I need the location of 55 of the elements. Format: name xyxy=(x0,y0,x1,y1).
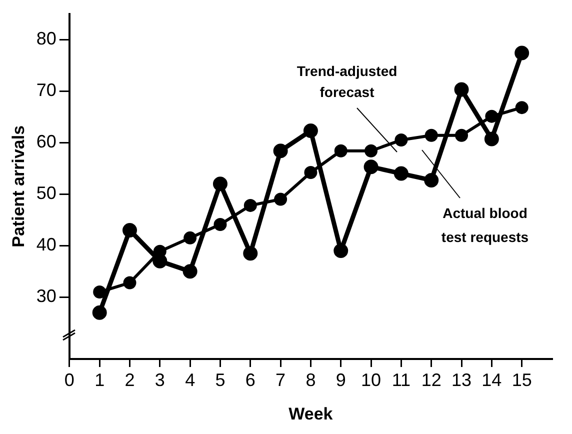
x-tick-label: 0 xyxy=(64,370,74,390)
x-tick-label: 3 xyxy=(154,370,165,390)
x-tick-label: 12 xyxy=(421,370,442,390)
point xyxy=(122,222,137,238)
x-tick-label: 1 xyxy=(94,370,105,390)
point xyxy=(274,192,288,206)
point xyxy=(273,144,288,158)
x-tick-label: 4 xyxy=(185,370,196,390)
point xyxy=(364,144,378,158)
x-tick-label: 7 xyxy=(276,370,286,390)
point xyxy=(92,305,107,320)
point xyxy=(394,166,408,181)
x-tick-label: 5 xyxy=(215,370,226,390)
point xyxy=(93,286,106,299)
y-tick-label: 50 xyxy=(36,183,56,204)
y-axis-title: Patient arrivals xyxy=(8,125,28,248)
x-tick-label: 15 xyxy=(512,370,532,390)
point xyxy=(304,166,318,179)
x-tick-label: 13 xyxy=(452,370,472,390)
point xyxy=(334,244,348,258)
point xyxy=(394,134,408,147)
text: Trend-adjusted forecast xyxy=(296,62,398,100)
point xyxy=(214,218,227,232)
point xyxy=(153,244,166,258)
x-tick-label: 14 xyxy=(482,370,502,390)
y-tick-label: 40 xyxy=(36,234,56,255)
point xyxy=(424,128,438,142)
x-tick-label: 2 xyxy=(124,370,135,390)
y-tick-label: 80 xyxy=(36,28,56,49)
point xyxy=(123,276,136,290)
point xyxy=(184,231,197,244)
point xyxy=(484,132,499,146)
point xyxy=(212,176,228,192)
point xyxy=(454,82,469,97)
point xyxy=(485,110,498,123)
x-tick-label: 11 xyxy=(392,370,411,390)
y-tick-label: 70 xyxy=(36,80,56,100)
point xyxy=(514,46,530,60)
point xyxy=(334,144,348,158)
point xyxy=(455,128,468,142)
series-label: Actual blood test requests xyxy=(441,204,529,245)
x-tick-label: 6 xyxy=(245,370,256,390)
point xyxy=(243,246,258,261)
point xyxy=(182,264,198,279)
point xyxy=(424,172,439,188)
point xyxy=(364,160,378,174)
x-axis-title: Week xyxy=(288,404,334,424)
y-tick-label: 60 xyxy=(36,132,56,152)
x-tick-label: 8 xyxy=(306,370,316,390)
y-tick-label: 30 xyxy=(36,286,56,306)
x-tick-label: 9 xyxy=(336,370,346,390)
point xyxy=(515,101,528,114)
point xyxy=(244,198,257,212)
point xyxy=(303,124,318,138)
x-tick-label: 10 xyxy=(361,370,382,390)
